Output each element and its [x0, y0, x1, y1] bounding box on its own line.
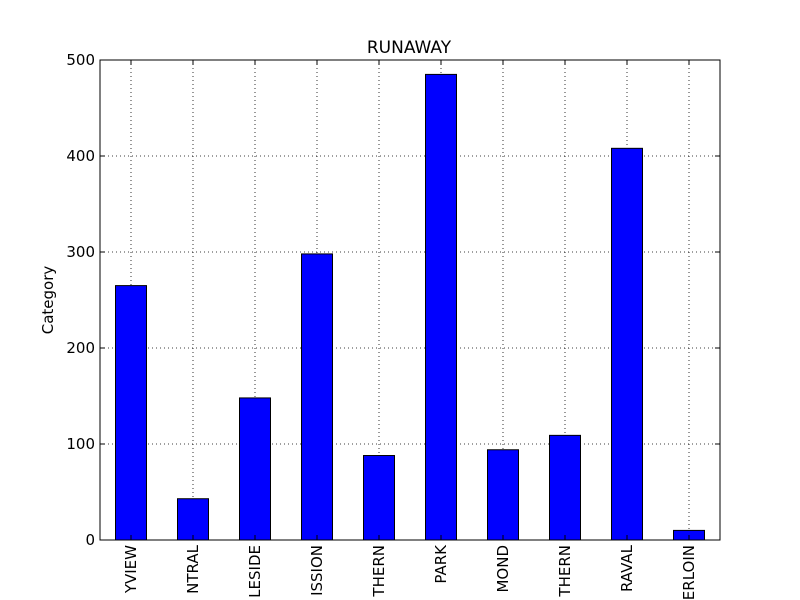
bar-central	[177, 498, 209, 541]
bar-richmond	[487, 449, 519, 541]
bar-mission	[301, 253, 333, 541]
bar-northern	[363, 455, 395, 541]
y-tick-label: 300	[66, 243, 95, 261]
bar-southern	[549, 434, 581, 541]
y-tick-label: 400	[66, 147, 95, 165]
x-tick-label: YVIEW	[122, 545, 140, 594]
y-tick-label: 0	[85, 531, 95, 549]
y-axis-label: Category	[39, 266, 57, 335]
x-tick-label: NTRAL	[184, 544, 202, 593]
bar-ingleside	[239, 397, 271, 541]
bar-taraval	[611, 147, 643, 541]
x-axis-ticks: YVIEW NTRAL LESIDE ISSION THERN PARK MOND THERN…	[122, 60, 698, 600]
x-tick-label: ERLOIN	[680, 545, 698, 600]
bars	[115, 73, 705, 541]
y-tick-label: 100	[66, 435, 95, 453]
y-tick-label: 500	[66, 51, 95, 69]
y-axis-ticks: 0 100 200 300 400 500	[66, 51, 720, 549]
axes-frame	[99, 59, 721, 541]
x-tick-label: ISSION	[308, 545, 326, 596]
chart-title: RUNAWAY	[367, 38, 452, 58]
x-tick-label: RAVAL	[618, 544, 636, 592]
x-tick-label: PARK	[432, 544, 450, 584]
bar-bayview	[115, 285, 147, 541]
plot-frame	[99, 59, 721, 541]
x-tick-label: LESIDE	[246, 545, 264, 598]
x-tick-label: MOND	[494, 545, 512, 593]
y-tick-label: 200	[66, 339, 95, 357]
bar-park	[425, 73, 457, 541]
x-tick-label: THERN	[370, 545, 388, 598]
x-tick-label: THERN	[556, 545, 574, 598]
